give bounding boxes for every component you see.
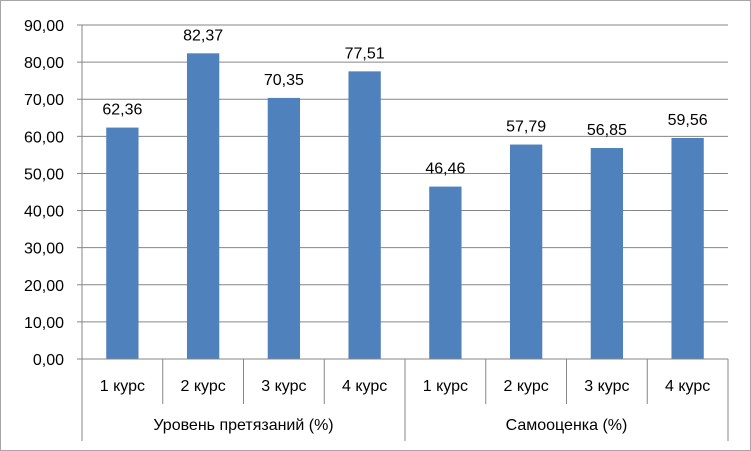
y-tick-label: 70,00: [24, 92, 64, 109]
y-tick-label: 50,00: [24, 166, 64, 183]
gridlines: [77, 24, 728, 360]
data-labels: 62,36 82,37 70,35 77,51 46,46 57,79 56,85 59,56: [102, 27, 707, 177]
bars: [106, 53, 704, 360]
y-tick-label: 90,00: [24, 18, 64, 35]
data-label: 46,46: [425, 161, 465, 178]
x-category-label: 4 курс: [665, 378, 710, 395]
bar: [671, 137, 704, 359]
x-category-label: 1 курс: [423, 378, 468, 395]
y-tick-label: 30,00: [24, 241, 64, 258]
y-tick-label: 40,00: [24, 204, 64, 221]
x-category-label: 2 курс: [181, 378, 226, 395]
x-category-label: 3 курс: [584, 378, 629, 395]
y-axis-tick-labels: 0,00 10,00 20,00 30,00 40,00 50,00 60,00 70,00 8…: [24, 18, 64, 369]
data-label: 62,36: [102, 102, 142, 119]
data-label: 70,35: [264, 72, 304, 89]
x-category-label: 3 курс: [261, 378, 306, 395]
y-tick-label: 0,00: [33, 352, 64, 369]
data-label: 57,79: [506, 119, 546, 136]
y-tick-label: 20,00: [24, 278, 64, 295]
x-axis: 1 курс 2 курс 3 курс 4 курс Уровень претязан…: [81, 25, 729, 441]
bar: [186, 53, 220, 360]
x-category-label: 4 курс: [342, 378, 387, 395]
x-category-label: 2 курс: [504, 378, 549, 395]
bar: [267, 97, 301, 359]
data-label: 82,37: [183, 27, 223, 44]
y-tick-label: 60,00: [24, 129, 64, 146]
data-label: 77,51: [345, 45, 385, 62]
y-tick-label: 10,00: [24, 315, 64, 332]
y-tick-label: 80,00: [24, 55, 64, 72]
x-group-label: Уровень претязаний (%): [153, 417, 333, 434]
bar: [106, 127, 139, 360]
bar: [590, 148, 624, 359]
data-label: 59,56: [668, 112, 708, 129]
bar: [509, 144, 543, 359]
bar: [429, 186, 462, 359]
bar: [348, 71, 381, 359]
x-category-label: 1 курс: [100, 378, 145, 395]
x-group-label: Самооценка (%): [506, 417, 628, 434]
data-label: 56,85: [587, 122, 627, 139]
